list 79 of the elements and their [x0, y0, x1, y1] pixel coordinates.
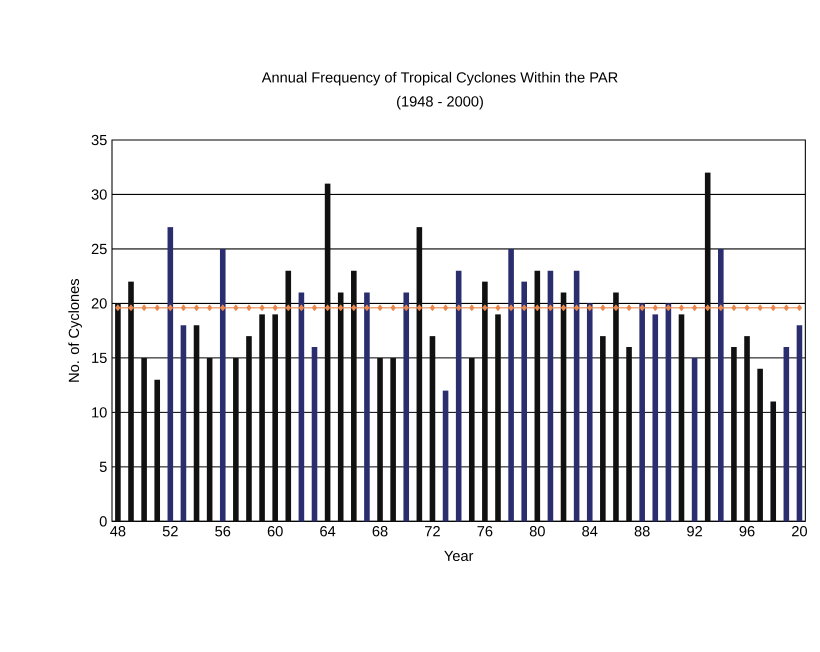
x-tick-label: 92: [687, 526, 702, 536]
bar: [652, 314, 658, 522]
bar: [430, 336, 436, 522]
x-tick-label: 60: [268, 526, 283, 536]
bar: [442, 390, 448, 522]
x-tick-label: 52: [162, 526, 178, 536]
bar: [206, 358, 212, 522]
y-tick-label: 20: [92, 298, 107, 309]
bar: [390, 358, 396, 522]
bar: [259, 314, 265, 522]
y-tick-label: 25: [92, 244, 107, 254]
bar: [298, 292, 304, 522]
bar: [377, 358, 383, 522]
bar: [364, 292, 370, 522]
bar: [678, 314, 684, 522]
bar: [272, 314, 278, 522]
bar: [495, 314, 501, 522]
bar: [285, 270, 292, 522]
x-tick-label: 96: [740, 526, 754, 536]
bar: [128, 282, 134, 522]
bar: [246, 336, 252, 522]
bar: [586, 303, 593, 522]
bar: [639, 303, 645, 522]
bar: [692, 358, 698, 522]
bar: [351, 270, 357, 522]
bar: [154, 380, 160, 522]
y-tick-label: 35: [92, 134, 107, 146]
bar: [534, 270, 540, 522]
chart-title: Annual Frequency of Tropical Cyclones Within the PAR: [262, 72, 618, 86]
bar: [521, 282, 528, 522]
y-tick-label: 0: [100, 516, 107, 527]
bar: [416, 227, 422, 522]
bar: [666, 303, 672, 522]
bar: [744, 336, 750, 522]
bar: [770, 401, 776, 522]
bar: [233, 358, 239, 522]
bar: [796, 325, 802, 522]
y-tick-label: 30: [92, 189, 107, 200]
bar: [194, 325, 200, 522]
x-tick-label: 48: [110, 526, 126, 536]
x-tick-label: 80: [530, 526, 545, 536]
bar: [141, 358, 147, 522]
y-tick-label: 15: [92, 352, 107, 364]
x-tick-label: 56: [215, 526, 230, 536]
y-tick-label: 10: [92, 407, 107, 418]
bar: [468, 358, 475, 522]
bar: [626, 347, 632, 522]
y-axis-title: No. of Cyclones: [68, 278, 82, 382]
chart-subtitle: (1948 - 2000): [397, 96, 483, 110]
x-tick-label: 88: [634, 526, 650, 536]
x-tick-label: 72: [425, 526, 440, 536]
bar: [168, 227, 174, 522]
bar: [548, 270, 554, 522]
bar: [600, 336, 606, 522]
bar: [784, 347, 790, 522]
bar: [403, 292, 410, 522]
x-tick-label: 84: [582, 526, 598, 536]
bar: [338, 292, 344, 522]
bar: [704, 172, 710, 522]
bar: [312, 347, 318, 522]
bar: [456, 270, 462, 522]
bar: [560, 292, 566, 522]
bar: [324, 184, 330, 522]
bar: [220, 248, 226, 522]
bar: [757, 368, 763, 522]
bar: [613, 292, 619, 522]
bar: [180, 325, 186, 522]
bar: [115, 303, 121, 522]
x-tick-label: 68: [372, 526, 388, 536]
x-tick-label: 76: [478, 526, 492, 536]
y-tick-label: 5: [100, 462, 107, 472]
x-tick-label: 64: [320, 526, 336, 536]
bar: [574, 270, 580, 522]
bar: [731, 347, 737, 522]
x-axis-title: Year: [444, 550, 474, 562]
bar: [482, 282, 488, 522]
x-tick-label: 20: [792, 526, 807, 536]
bar: [718, 248, 724, 522]
bar: [508, 248, 514, 522]
